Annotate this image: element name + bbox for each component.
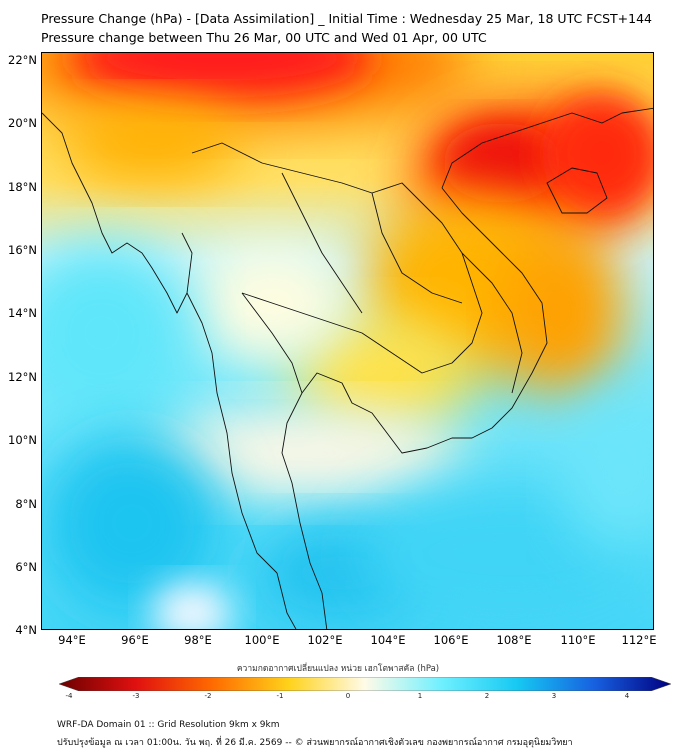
lon-label-112e: 112°E: [621, 633, 657, 647]
colorbar-tick-neg2: -2: [204, 692, 212, 700]
colorbar-title: ความกดอากาศเปลี่ยนแปลง หน่วย เฮกโตพาสคัล…: [236, 664, 440, 674]
lon-label-108e: 108°E: [496, 633, 532, 647]
lat-label-18n: 18°N: [8, 180, 37, 194]
lat-label-10n: 10°N: [8, 433, 37, 447]
lat-label-20n: 20°N: [8, 116, 37, 130]
colorbar: [59, 677, 671, 691]
lon-label-106e: 106°E: [433, 633, 469, 647]
lat-label-8n: 8°N: [15, 497, 37, 511]
lon-label-94e: 94°E: [58, 633, 86, 647]
lat-label-22n: 22°N: [8, 53, 37, 67]
lat-label-6n: 6°N: [15, 560, 37, 574]
map-field: [42, 53, 653, 629]
colorbar-tick-neg4: -4: [65, 692, 73, 700]
colorbar-tick-pos4: 4: [624, 692, 630, 700]
pressure-field-shading: [42, 53, 653, 629]
colorbar-tick-pos2: 2: [484, 692, 490, 700]
lon-label-100e: 100°E: [244, 633, 280, 647]
colorbar-tick-pos3: 3: [551, 692, 557, 700]
colorbar-tick-pos1: 1: [417, 692, 423, 700]
lat-label-4n: 4°N: [15, 623, 37, 637]
lon-label-96e: 96°E: [121, 633, 149, 647]
map-subtitle: Pressure change between Thu 26 Mar, 00 U…: [41, 30, 487, 45]
lon-label-102e: 102°E: [307, 633, 343, 647]
colorbar-tick-0: 0: [345, 692, 351, 700]
coastlines-and-borders: [42, 107, 653, 629]
lon-label-104e: 104°E: [370, 633, 406, 647]
update-credit: ปรับปรุงข้อมูล ณ เวลา 01:00น. วัน พฤ. ที…: [57, 738, 573, 748]
lon-label-110e: 110°E: [560, 633, 596, 647]
lat-label-12n: 12°N: [8, 370, 37, 384]
lon-label-98e: 98°E: [184, 633, 212, 647]
lat-label-14n: 14°N: [8, 306, 37, 320]
colorbar-tick-neg3: -3: [132, 692, 140, 700]
map-title: Pressure Change (hPa) - [Data Assimilati…: [41, 11, 653, 26]
colorbar-tick-neg1: -1: [276, 692, 284, 700]
lat-label-16n: 16°N: [8, 243, 37, 257]
model-info: WRF-DA Domain 01 :: Grid Resolution 9km …: [57, 720, 280, 730]
pressure-change-map: [41, 52, 654, 630]
